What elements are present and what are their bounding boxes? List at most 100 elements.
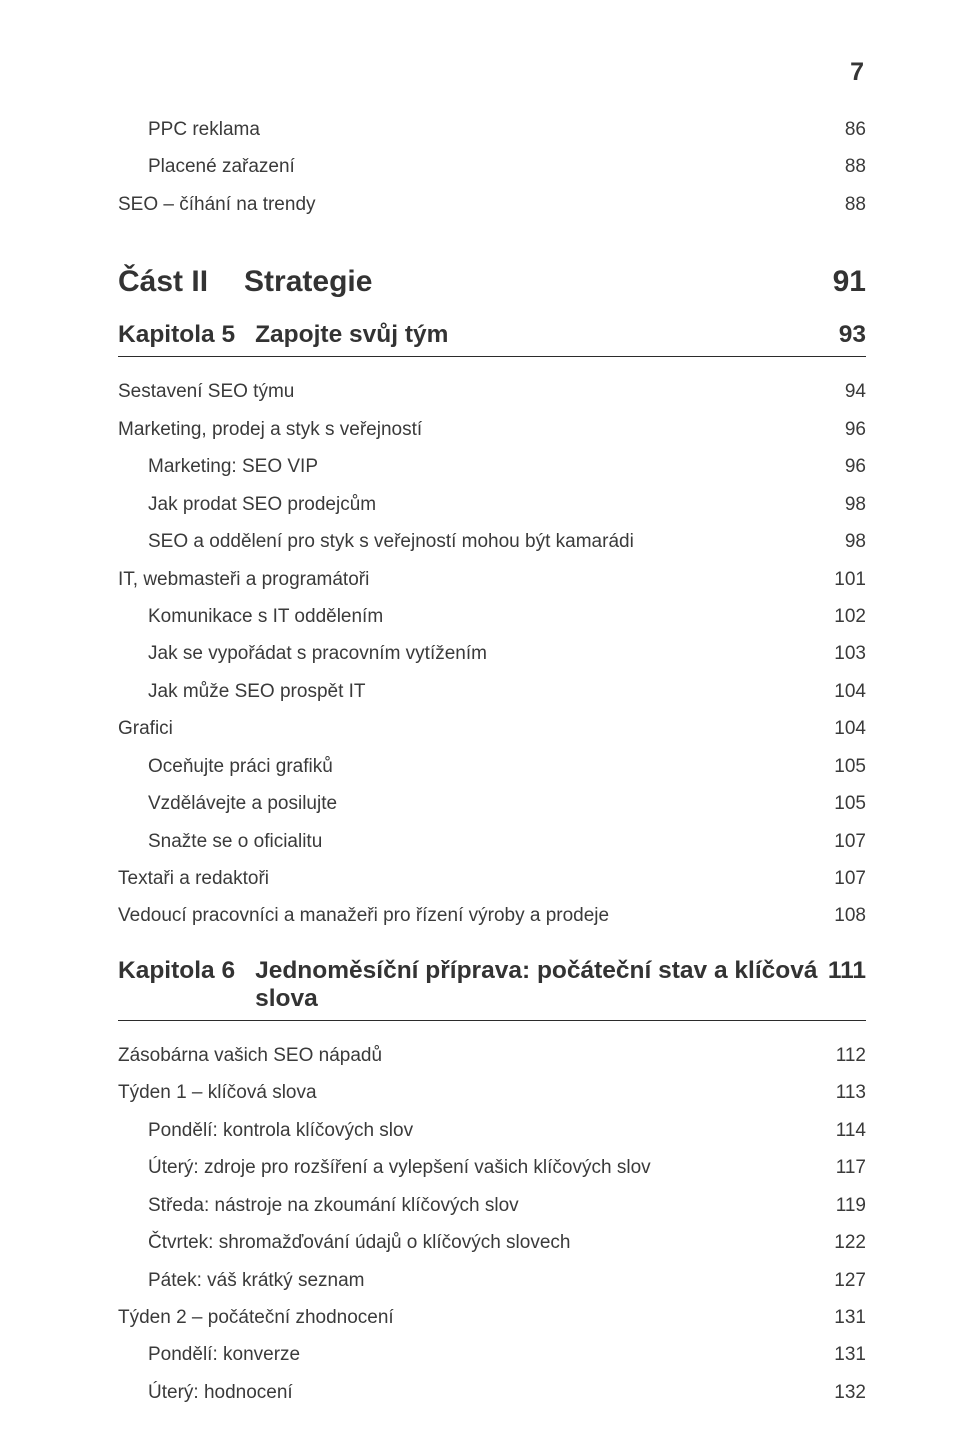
part-page: 91: [833, 265, 866, 299]
toc-page-number: 114: [810, 1116, 866, 1145]
toc-entry: Marketing: SEO VIP96: [118, 452, 866, 481]
toc-entry: Placené zařazení 88: [118, 152, 866, 181]
toc-entry: Pátek: váš krátký seznam127: [118, 1266, 866, 1295]
toc-page-number: 127: [810, 1266, 866, 1295]
toc-label: Jak může SEO prospět IT: [148, 677, 810, 706]
toc-entry: Sestavení SEO týmu94: [118, 377, 866, 406]
toc-page-number: 98: [810, 527, 866, 556]
toc-label: Grafici: [118, 714, 810, 743]
toc-label: Oceňujte práci grafiků: [148, 752, 810, 781]
toc-page-number: 96: [810, 452, 866, 481]
toc-label: Vedoucí pracovníci a manažeři pro řízení…: [118, 901, 810, 930]
toc-label: Pondělí: kontrola klíčových slov: [148, 1116, 810, 1145]
toc-entry: Středa: nástroje na zkoumání klíčových s…: [118, 1191, 866, 1220]
toc-page-number: 88: [810, 190, 866, 219]
chapter-prefix: Kapitola 5: [118, 321, 235, 349]
toc-page-number: 107: [810, 827, 866, 856]
toc-entry: Týden 1 – klíčová slova113: [118, 1078, 866, 1107]
toc-entry: Jak může SEO prospět IT104: [118, 677, 866, 706]
toc-label: Úterý: zdroje pro rozšíření a vylepšení …: [148, 1153, 810, 1182]
toc-page-number: 88: [810, 152, 866, 181]
toc-page-number: 105: [810, 789, 866, 818]
toc-entry: Komunikace s IT oddělením102: [118, 602, 866, 631]
toc-page-number: 104: [810, 677, 866, 706]
chapter-6-entries: Zásobárna vašich SEO nápadů112Týden 1 – …: [118, 1041, 866, 1407]
toc-page-number: 94: [810, 377, 866, 406]
toc-label: SEO – číhání na trendy: [118, 190, 810, 219]
toc-page-number: 131: [810, 1303, 866, 1332]
toc-label: Jak se vypořádat s pracovním vytížením: [148, 639, 810, 668]
toc-page-number: 119: [810, 1191, 866, 1220]
toc-entry: Vedoucí pracovníci a manažeři pro řízení…: [118, 901, 866, 930]
toc-label: Snažte se o oficialitu: [148, 827, 810, 856]
toc-label: Čtvrtek: shromažďování údajů o klíčových…: [148, 1228, 810, 1257]
toc-page-number: 117: [810, 1153, 866, 1182]
toc-entry: Úterý: zdroje pro rozšíření a vylepšení …: [118, 1153, 866, 1182]
page-number: 7: [118, 58, 866, 87]
chapter-page: 93: [839, 321, 866, 349]
toc-label: Úterý: hodnocení: [148, 1378, 810, 1407]
toc-entry: Grafici104: [118, 714, 866, 743]
toc-page-number: 86: [810, 115, 866, 144]
toc-label: SEO a oddělení pro styk s veřejností moh…: [148, 527, 810, 556]
toc-entry: Čtvrtek: shromažďování údajů o klíčových…: [118, 1228, 866, 1257]
chapter-page: 111: [828, 957, 866, 985]
toc-label: Jak prodat SEO prodejcům: [148, 490, 810, 519]
toc-entry: SEO – číhání na trendy 88: [118, 190, 866, 219]
toc-entry: SEO a oddělení pro styk s veřejností moh…: [118, 527, 866, 556]
toc-page-number: 122: [810, 1228, 866, 1257]
chapter-title: Jednoměsíční příprava: počáteční stav a …: [235, 957, 828, 1013]
toc-entry: Marketing, prodej a styk s veřejností96: [118, 415, 866, 444]
toc-entry: Textaři a redaktoři107: [118, 864, 866, 893]
toc-entry: Vzdělávejte a posilujte105: [118, 789, 866, 818]
toc-page: 7 PPC reklama 86 Placené zařazení 88 SEO…: [0, 0, 960, 1455]
toc-page-number: 103: [810, 639, 866, 668]
toc-page-number: 113: [810, 1078, 866, 1107]
chapter-title: Zapojte svůj tým: [235, 321, 839, 349]
toc-label: Týden 1 – klíčová slova: [118, 1078, 810, 1107]
toc-label: Zásobárna vašich SEO nápadů: [118, 1041, 810, 1070]
toc-page-number: 96: [810, 415, 866, 444]
toc-page-number: 105: [810, 752, 866, 781]
toc-page-number: 101: [810, 565, 866, 594]
toc-entry: Snažte se o oficialitu107: [118, 827, 866, 856]
toc-entry: Pondělí: kontrola klíčových slov114: [118, 1116, 866, 1145]
toc-entry: Oceňujte práci grafiků105: [118, 752, 866, 781]
toc-entry: IT, webmasteři a programátoři101: [118, 565, 866, 594]
part-heading: Část II Strategie 91: [118, 265, 866, 299]
chapter-prefix: Kapitola 6: [118, 957, 235, 985]
chapter-heading: Kapitola 5 Zapojte svůj tým 93: [118, 321, 866, 357]
toc-entry: Pondělí: konverze131: [118, 1340, 866, 1369]
toc-label: PPC reklama: [148, 115, 810, 144]
toc-label: Marketing, prodej a styk s veřejností: [118, 415, 810, 444]
toc-entry: Jak prodat SEO prodejcům98: [118, 490, 866, 519]
toc-page-number: 98: [810, 490, 866, 519]
toc-entry: Týden 2 – počáteční zhodnocení131: [118, 1303, 866, 1332]
toc-page-number: 102: [810, 602, 866, 631]
toc-label: Pátek: váš krátký seznam: [148, 1266, 810, 1295]
toc-entry: PPC reklama 86: [118, 115, 866, 144]
toc-page-number: 132: [810, 1378, 866, 1407]
chapter-heading: Kapitola 6 Jednoměsíční příprava: počáte…: [118, 957, 866, 1021]
part-title: Strategie: [208, 265, 833, 299]
toc-label: Komunikace s IT oddělením: [148, 602, 810, 631]
toc-label: IT, webmasteři a programátoři: [118, 565, 810, 594]
toc-label: Vzdělávejte a posilujte: [148, 789, 810, 818]
toc-page-number: 104: [810, 714, 866, 743]
part-prefix: Část II: [118, 265, 208, 299]
toc-page-number: 108: [810, 901, 866, 930]
toc-label: Textaři a redaktoři: [118, 864, 810, 893]
toc-entry: Jak se vypořádat s pracovním vytížením10…: [118, 639, 866, 668]
chapter-5-entries: Sestavení SEO týmu94Marketing, prodej a …: [118, 377, 866, 931]
toc-label: Placené zařazení: [148, 152, 810, 181]
toc-label: Sestavení SEO týmu: [118, 377, 810, 406]
toc-entry: Úterý: hodnocení132: [118, 1378, 866, 1407]
toc-label: Marketing: SEO VIP: [148, 452, 810, 481]
toc-page-number: 107: [810, 864, 866, 893]
toc-page-number: 131: [810, 1340, 866, 1369]
toc-label: Středa: nástroje na zkoumání klíčových s…: [148, 1191, 810, 1220]
toc-entry: Zásobárna vašich SEO nápadů112: [118, 1041, 866, 1070]
toc-label: Týden 2 – počáteční zhodnocení: [118, 1303, 810, 1332]
toc-page-number: 112: [810, 1041, 866, 1070]
toc-label: Pondělí: konverze: [148, 1340, 810, 1369]
